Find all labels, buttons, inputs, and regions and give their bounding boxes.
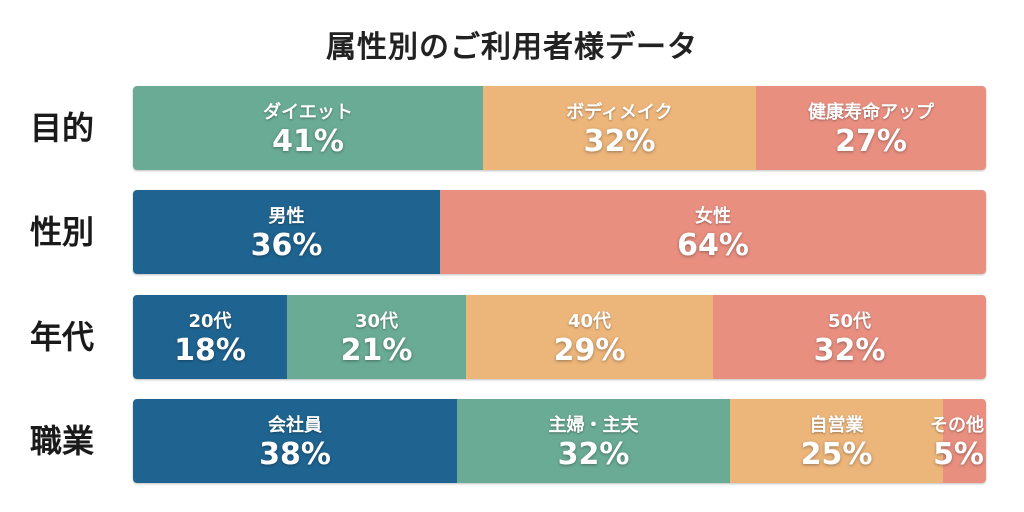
row-label: 年代 — [30, 318, 95, 356]
chart-title: 属性別のご利用者様データ — [326, 30, 698, 65]
segment-label: その他 — [930, 415, 984, 436]
segment-value: 64% — [677, 228, 749, 263]
bar-segment: 自営業 25% — [730, 399, 943, 483]
row-label: 性別 — [30, 213, 95, 251]
segment-label: 男性 — [268, 206, 305, 227]
bar-segment: 50代 32% — [713, 295, 986, 379]
bar-segment: 男性 36% — [133, 190, 440, 274]
segment-label: 女性 — [695, 206, 731, 227]
bar-segment: 40代 29% — [466, 295, 713, 379]
segment-label: ボディメイク — [566, 102, 673, 123]
bar-segment: その他 5% — [930, 399, 986, 483]
segment-value: 25% — [800, 437, 873, 472]
segment-value: 27% — [835, 124, 907, 159]
segment-value: 29% — [553, 333, 626, 368]
bar-segment: 健康寿命アップ 27% — [756, 86, 986, 170]
stacked-bar: 20代 18% 30代 21% 40代 29% 50代 32% — [133, 295, 986, 379]
segment-label: 30代 — [354, 311, 399, 332]
segment-label: 会社員 — [268, 415, 322, 436]
segment-value: 32% — [557, 437, 630, 472]
segment-label: 20代 — [188, 311, 232, 332]
bar-segment: 20代 18% — [133, 295, 287, 379]
segment-value: 41% — [272, 124, 344, 159]
segment-value: 32% — [813, 333, 886, 368]
segment-value: 5% — [933, 437, 984, 472]
row-label: 目的 — [30, 109, 95, 147]
stacked-bar: 男性 36% 女性 64% — [133, 190, 986, 274]
bar-segment: 会社員 38% — [133, 399, 457, 483]
segment-label: 40代 — [567, 311, 612, 332]
segment-value: 38% — [259, 437, 331, 472]
segment-label: ダイエット — [263, 102, 353, 123]
bar-segment: 女性 64% — [440, 190, 986, 274]
segment-label: 主婦・主夫 — [548, 415, 639, 436]
segment-value: 21% — [340, 333, 413, 368]
segment-label: 自営業 — [809, 415, 864, 436]
bar-segment: ボディメイク 32% — [483, 86, 756, 170]
segment-label: 健康寿命アップ — [808, 102, 934, 123]
stacked-bar: ダイエット 41% ボディメイク 32% 健康寿命アップ 27% — [133, 86, 986, 170]
segment-label: 50代 — [827, 311, 872, 332]
segment-value: 36% — [250, 228, 323, 263]
stacked-bar: 会社員 38% 主婦・主夫 32% 自営業 25% その他 5% — [133, 399, 986, 483]
segment-value: 32% — [583, 124, 656, 159]
segment-value: 18% — [174, 333, 246, 368]
bar-segment: ダイエット 41% — [133, 86, 483, 170]
bar-segment: 主婦・主夫 32% — [457, 399, 730, 483]
bar-segment: 30代 21% — [287, 295, 466, 379]
row-label: 職業 — [30, 422, 95, 460]
